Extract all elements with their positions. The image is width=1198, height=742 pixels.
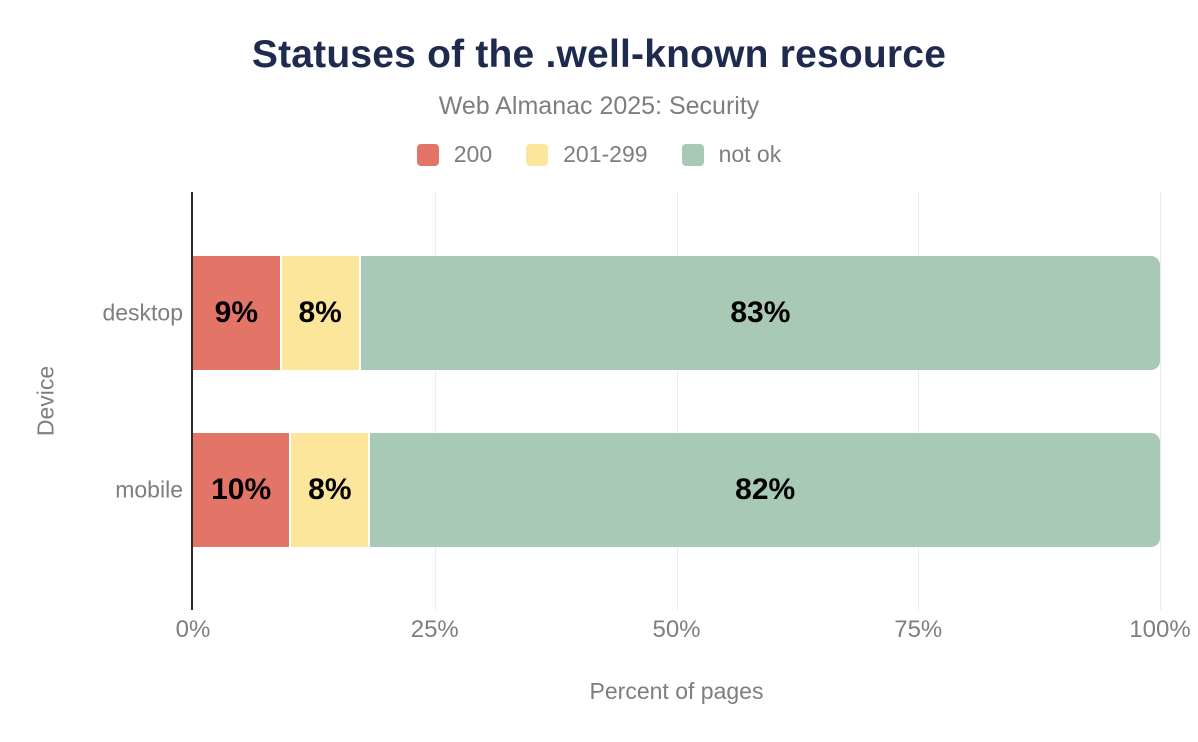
- legend-item: 200: [416, 141, 493, 168]
- bar-value-label: 10%: [211, 473, 272, 506]
- grid-line: [676, 192, 678, 610]
- x-tick-label: 75%: [894, 616, 943, 643]
- legend-label: not ok: [718, 141, 782, 167]
- bar-row-desktop: 9% 8% 83%: [193, 256, 1160, 370]
- bar-segment: 8%: [281, 256, 359, 370]
- bar-segment: 82%: [370, 433, 1161, 547]
- legend-swatch: [526, 143, 549, 166]
- bar-value-label: 82%: [735, 473, 796, 506]
- x-tick-label: 50%: [652, 616, 701, 643]
- x-tick-label: 100%: [1129, 616, 1191, 643]
- y-axis-title: Device: [32, 365, 59, 437]
- legend-label: 201-299: [563, 141, 648, 167]
- category-label-desktop: desktop: [102, 299, 183, 326]
- bar-segment: 83%: [360, 256, 1160, 370]
- legend-item: not ok: [681, 141, 782, 168]
- legend-swatch: [681, 143, 704, 166]
- x-tick-label: 0%: [175, 616, 211, 643]
- legend-label: 200: [453, 141, 493, 167]
- grid-line: [434, 192, 436, 610]
- bar-value-label: 83%: [730, 296, 791, 329]
- bar-value-label: 9%: [214, 296, 258, 329]
- x-axis-title: Percent of pages: [589, 678, 764, 704]
- bar-segment: 8%: [291, 433, 369, 547]
- legend-swatch: [416, 143, 439, 166]
- bar-segment: 10%: [193, 433, 290, 547]
- legend-item: 201-299: [526, 141, 648, 168]
- grid-line: [918, 192, 920, 610]
- y-axis-line: [191, 192, 193, 610]
- chart-title: Statuses of the .well-known resource: [251, 33, 947, 76]
- legend: 200 201-299 not ok: [0, 141, 1198, 168]
- bar-segment: 9%: [193, 256, 280, 370]
- chart-subtitle: Web Almanac 2025: Security: [438, 92, 760, 120]
- bar-row-mobile: 10% 8% 82%: [193, 433, 1161, 547]
- bar-value-label: 8%: [298, 296, 342, 329]
- plot-area: 9% 8% 83% 10% 8% 82%: [191, 192, 1161, 610]
- category-label-mobile: mobile: [115, 476, 183, 503]
- grid-line: [1160, 192, 1161, 610]
- bar-value-label: 8%: [308, 473, 352, 506]
- x-tick-label: 25%: [410, 616, 459, 643]
